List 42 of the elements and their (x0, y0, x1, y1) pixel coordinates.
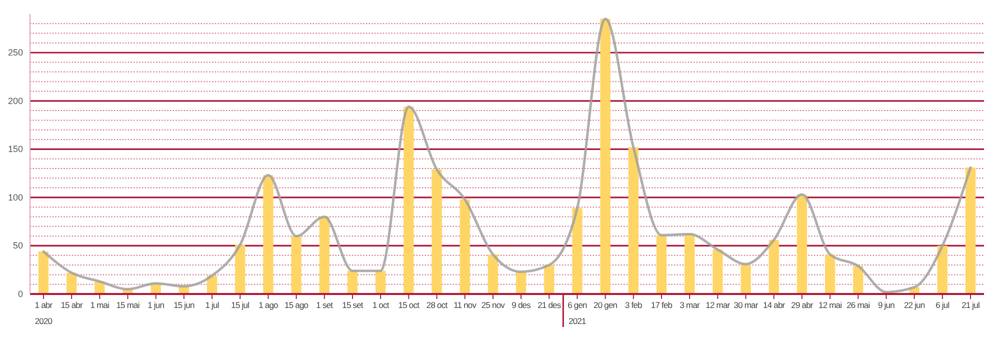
x-tick-label: 3 mar (680, 300, 700, 310)
x-tick-label: 6 jul (936, 300, 950, 310)
y-tick-label: 200 (8, 96, 23, 106)
x-tick-label: 28 oct (426, 300, 448, 310)
x-tick-label: 12 mar (706, 300, 730, 310)
x-tick-label: 21 des (538, 300, 561, 310)
ref-line-label: 2021 (568, 316, 587, 326)
y-tick-label: 0 (18, 288, 23, 299)
y-tick-label: 150 (8, 144, 23, 154)
x-tick-label: 15 oct (398, 300, 420, 310)
x-tick-label: 1 ago (258, 300, 279, 310)
y-tick-label: 250 (8, 48, 23, 58)
x-tick-label: 25 nov (481, 300, 506, 310)
x-tick-label: 1 jul (205, 300, 220, 310)
y-tick-label: 50 (12, 240, 23, 251)
x-tick-label: 3 feb (624, 300, 643, 310)
x-tick-label: 21 jul (962, 300, 980, 310)
x-tick-label: 11 nov (454, 300, 478, 310)
x-tick-label: 15 set (342, 300, 364, 310)
x-tick-label: 17 feb (650, 300, 673, 310)
x-tick-label: 1 mai (90, 300, 110, 310)
x-tick-label: 26 mai (846, 300, 870, 310)
x-tick-label: 1 abr (34, 300, 53, 310)
text: 2020 (34, 316, 53, 326)
x-tick-label: 15 mai (116, 300, 140, 310)
x-tick-label: 1 oct (372, 300, 390, 310)
x-tick-label: 12 mai (818, 300, 842, 310)
x-tick-label: 1 jun (148, 300, 165, 310)
x-tick-label: 22 jun (904, 300, 926, 310)
x-tick-label: 30 mar (734, 300, 758, 310)
x-tick-label: 15 abr (60, 300, 83, 310)
x-tick-label: 6 gen (568, 300, 588, 310)
x-tick-label: 9 des (512, 300, 531, 310)
x-tick-label: 29 abr (791, 300, 814, 310)
x-tick-label: 15 ago (284, 300, 309, 310)
y-tick-label: 100 (8, 192, 23, 202)
x-tick-label: 1 set (316, 300, 334, 310)
x-tick-label: 15 jul (231, 300, 250, 310)
x-tick-label: 14 abr (763, 300, 786, 310)
x-tick-label: 20 gen (594, 300, 618, 310)
x-tick-label: 15 jun (174, 300, 195, 310)
x-tick-label: 9 jun (878, 300, 896, 310)
